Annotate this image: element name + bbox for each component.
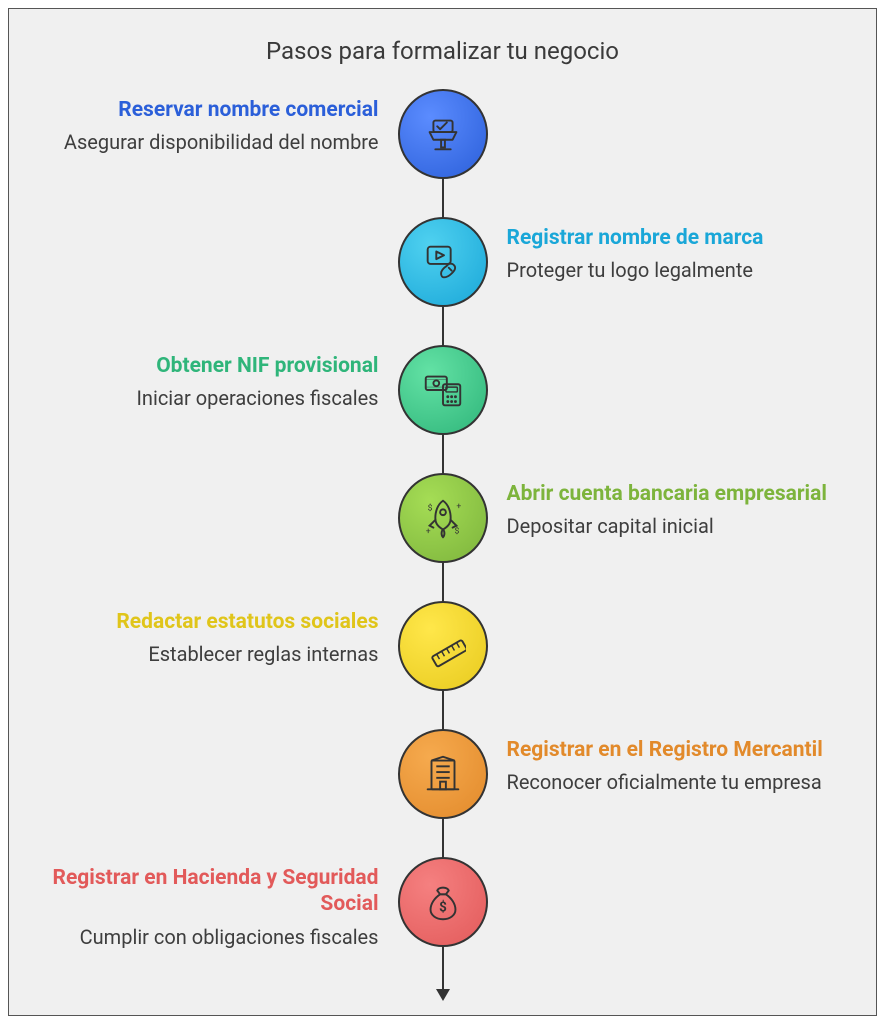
step: Registrar en Hacienda y Seguridad Social… — [9, 857, 876, 985]
step-title: Registrar en el Registro Mercantil — [507, 737, 837, 763]
step: Reservar nombre comercial Asegurar dispon… — [9, 89, 876, 217]
step-title: Registrar nombre de marca — [507, 225, 837, 251]
step-text: Redactar estatutos sociales Establecer re… — [49, 609, 379, 667]
step-node — [398, 729, 488, 819]
step-desc: Depositar capital inicial — [507, 513, 837, 539]
step: Registrar en el Registro Mercantil Recono… — [9, 729, 876, 857]
infographic-frame: Pasos para formalizar tu negocio Reserva… — [8, 8, 877, 1016]
step: Obtener NIF provisional Iniciar operacion… — [9, 345, 876, 473]
step-title: Registrar en Hacienda y Seguridad Social — [49, 865, 379, 918]
step-desc: Establecer reglas internas — [49, 641, 379, 667]
step-node — [398, 345, 488, 435]
rocket-icon — [420, 495, 466, 541]
building-icon — [420, 751, 466, 797]
step-title: Obtener NIF provisional — [49, 353, 379, 379]
step-desc: Asegurar disponibilidad del nombre — [49, 129, 379, 155]
step-text: Abrir cuenta bancaria empresarial Deposit… — [507, 481, 837, 539]
step-desc: Proteger tu logo legalmente — [507, 257, 837, 283]
play-hand-icon — [420, 239, 466, 285]
ruler-icon — [420, 623, 466, 669]
step-node — [398, 601, 488, 691]
money-calc-icon — [420, 367, 466, 413]
money-bag-icon — [420, 879, 466, 925]
vote-stand-icon — [420, 111, 466, 157]
page-title: Pasos para formalizar tu negocio — [9, 37, 876, 65]
step: Abrir cuenta bancaria empresarial Deposit… — [9, 473, 876, 601]
step-node — [398, 473, 488, 563]
step-desc: Cumplir con obligaciones fiscales — [49, 924, 379, 950]
step-desc: Iniciar operaciones fiscales — [49, 385, 379, 411]
steps-container: Reservar nombre comercial Asegurar dispon… — [9, 89, 876, 985]
step-node — [398, 857, 488, 947]
step-text: Registrar en el Registro Mercantil Recono… — [507, 737, 837, 795]
step: Redactar estatutos sociales Establecer re… — [9, 601, 876, 729]
step-node — [398, 89, 488, 179]
step-text: Reservar nombre comercial Asegurar dispon… — [49, 97, 379, 155]
step-text: Registrar nombre de marca Proteger tu log… — [507, 225, 837, 283]
step-node — [398, 217, 488, 307]
step-title: Redactar estatutos sociales — [49, 609, 379, 635]
step-text: Registrar en Hacienda y Seguridad Social… — [49, 865, 379, 950]
step-desc: Reconocer oficialmente tu empresa — [507, 769, 837, 795]
step-title: Abrir cuenta bancaria empresarial — [507, 481, 837, 507]
step-text: Obtener NIF provisional Iniciar operacion… — [49, 353, 379, 411]
step: Registrar nombre de marca Proteger tu log… — [9, 217, 876, 345]
step-title: Reservar nombre comercial — [49, 97, 379, 123]
